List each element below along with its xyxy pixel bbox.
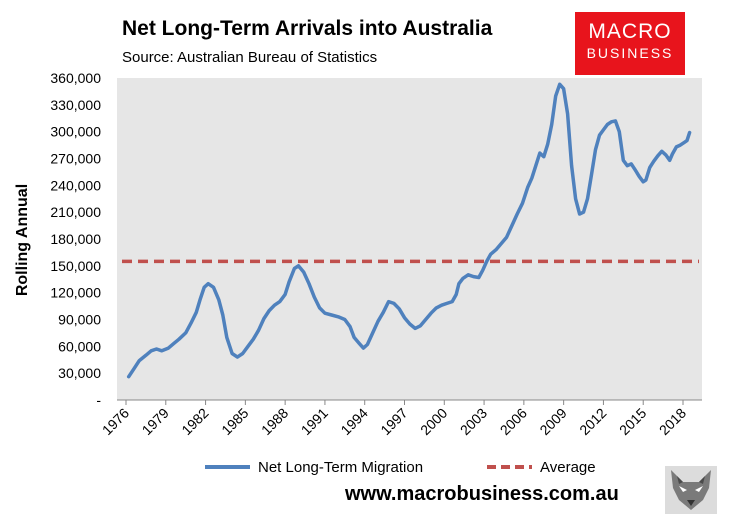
x-tick-label: 1988 <box>258 405 291 438</box>
chart-title: Net Long-Term Arrivals into Australia <box>122 17 493 40</box>
x-tick-label: 1982 <box>178 405 211 438</box>
x-tick-label: 1985 <box>218 405 251 438</box>
macro-business-logo[interactable]: MACRO BUSINESS <box>575 12 685 75</box>
website-url[interactable]: www.macrobusiness.com.au <box>345 483 619 505</box>
series-layer <box>122 82 699 379</box>
x-tick-label: 1976 <box>99 405 132 438</box>
net-long-term-migration-line <box>126 82 692 379</box>
y-axis-label: Rolling Annual <box>14 184 31 296</box>
y-tick-label: 60,000 <box>58 338 101 354</box>
x-tick-label: 2003 <box>457 405 490 438</box>
wolf-icon <box>665 466 717 514</box>
x-tick-label: 1997 <box>377 405 410 438</box>
x-tick-label: 2000 <box>417 405 450 438</box>
y-tick-label: 360,000 <box>50 70 101 86</box>
y-tick-label: 330,000 <box>50 97 101 113</box>
y-tick-label: 150,000 <box>50 258 101 274</box>
y-tick-label: 180,000 <box>50 231 101 247</box>
y-tick-label: 30,000 <box>58 365 101 381</box>
x-tick-label: 2006 <box>497 405 530 438</box>
y-tick-label: 90,000 <box>58 312 101 328</box>
plot-area <box>117 78 702 400</box>
y-tick-label: 120,000 <box>50 285 101 301</box>
x-tick-label: 1979 <box>139 405 172 438</box>
legend: Net Long-Term Migration Average <box>205 459 596 476</box>
x-tick-label: 2015 <box>616 405 649 438</box>
x-tick-label: 1991 <box>298 405 331 438</box>
x-tick-label: 2018 <box>656 405 689 438</box>
logo-line-2: BUSINESS <box>586 45 674 61</box>
x-tick-label: 1994 <box>337 405 370 438</box>
chart-source: Source: Australian Bureau of Statistics <box>122 49 378 66</box>
y-tick-label: 240,000 <box>50 177 101 193</box>
x-tick-label: 2012 <box>576 405 609 438</box>
legend-label-series: Net Long-Term Migration <box>258 459 423 476</box>
logo-line-1: MACRO <box>588 20 672 43</box>
x-axis-ticks: 1976 1979 1982 1985 1988 1991 1994 1997 2000 2003… <box>99 400 689 438</box>
y-tick-label: - <box>96 392 101 408</box>
y-tick-label: 210,000 <box>50 204 101 220</box>
x-tick-label: 2009 <box>536 405 569 438</box>
legend-label-average: Average <box>540 459 596 476</box>
y-tick-label: 300,000 <box>50 124 101 140</box>
y-tick-label: 270,000 <box>50 151 101 167</box>
y-axis-ticks: - 30,000 60,000 90,000 120,000 150,000 180,000… <box>50 70 101 408</box>
